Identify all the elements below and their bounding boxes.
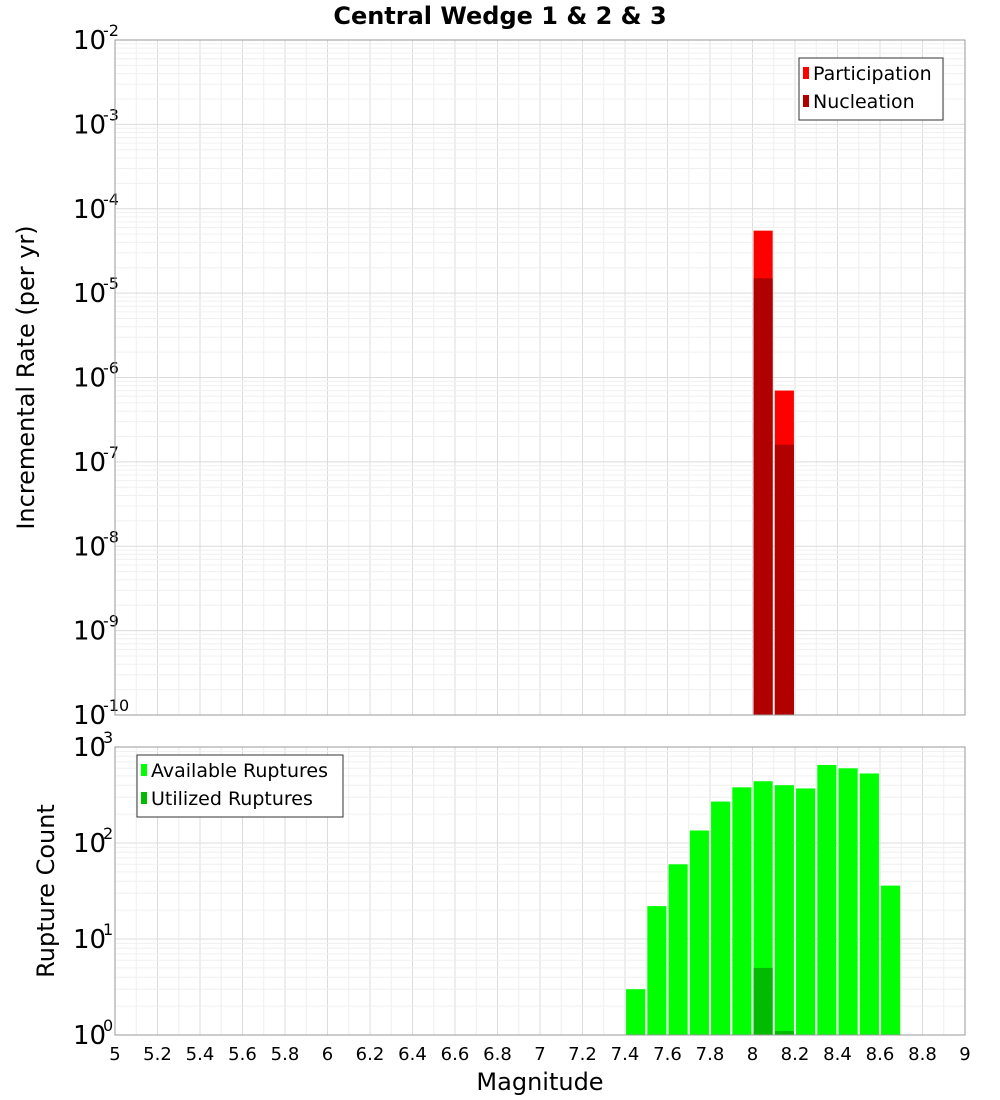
bottom-bar-available-ruptures	[796, 788, 816, 1035]
top-y-tick-exponent: -5	[103, 274, 119, 293]
top-y-tick-label: 10	[73, 279, 106, 309]
bottom-bar-available-ruptures	[859, 773, 879, 1035]
x-tick-label: 8.4	[823, 1044, 852, 1065]
top-plot-frame	[114, 39, 966, 716]
bottom-bar-utilized-ruptures	[753, 967, 773, 1035]
x-tick-label: 5.4	[186, 1044, 215, 1065]
top-grid	[114, 39, 966, 716]
x-tick-label: 6	[322, 1044, 333, 1065]
x-tick-label: 7.8	[696, 1044, 725, 1065]
bottom-y-tick-exponent: 1	[103, 920, 113, 939]
bottom-bar-available-ruptures	[626, 989, 646, 1035]
bottom-y-tick-label: 10	[73, 829, 106, 859]
x-tick-label: 5.2	[143, 1044, 172, 1065]
bottom-legend-swatch	[141, 764, 147, 776]
bottom-y-tick-exponent: 3	[103, 728, 113, 747]
top-y-axis-label: Incremental Rate (per yr)	[12, 225, 40, 529]
x-tick-label: 5.6	[228, 1044, 257, 1065]
top-y-tick-exponent: -9	[103, 612, 119, 631]
x-tick-label: 6.8	[483, 1044, 512, 1065]
top-y-tick-exponent: -10	[103, 696, 129, 715]
bottom-legend: Available Ruptures Utilized Ruptures	[136, 754, 344, 818]
bottom-y-tick-label: 10	[73, 925, 106, 955]
top-y-tick-label: 10	[73, 110, 106, 140]
bottom-bar-available-ruptures	[817, 764, 837, 1035]
top-y-tick-exponent: -7	[103, 443, 119, 462]
x-tick-label: 6.4	[398, 1044, 427, 1065]
top-y-tick-label: 10	[73, 617, 106, 647]
x-tick-label: 7.6	[653, 1044, 682, 1065]
bottom-y-tick-exponent: 0	[103, 1016, 113, 1035]
top-legend-swatch	[803, 67, 809, 79]
bottom-legend-label: Available Ruptures	[151, 760, 328, 782]
top-y-tick-label: 10	[73, 448, 106, 478]
top-legend-label: Nucleation	[813, 91, 915, 113]
bottom-bar-available-ruptures	[668, 864, 688, 1035]
top-y-tick-label: 10	[73, 195, 106, 225]
x-tick-label: 5	[109, 1044, 120, 1065]
top-bar-nucleation	[753, 278, 773, 715]
top-y-tick-exponent: -6	[103, 359, 119, 378]
bottom-bar-available-ruptures	[732, 787, 752, 1035]
bottom-bar-utilized-ruptures	[774, 1031, 794, 1035]
top-y-tick-exponent: -2	[103, 21, 119, 40]
x-tick-label: 8	[747, 1044, 758, 1065]
top-bar-nucleation	[774, 444, 794, 715]
bottom-legend-label: Utilized Ruptures	[151, 788, 313, 810]
x-tick-label: 7.4	[611, 1044, 640, 1065]
x-axis-label: Magnitude	[476, 1068, 603, 1096]
bottom-bar-available-ruptures	[711, 801, 731, 1035]
bottom-bar-available-ruptures	[689, 830, 709, 1035]
x-ticks: 5 5.2 5.4 5.6 5.8 6 6.2 6.4 6.6 6.8 7 7.2 7.4 7.6 7.8 8…	[109, 1044, 970, 1065]
bottom-plot-frame	[114, 746, 966, 1036]
top-y-tick-label: 10	[73, 532, 106, 562]
bottom-y-axis-label: Rupture Count	[32, 804, 60, 978]
bottom-bar-available-ruptures	[881, 885, 901, 1035]
chart-title: Central Wedge 1 & 2 & 3	[333, 2, 666, 30]
x-tick-label: 5.8	[271, 1044, 300, 1065]
top-legend-swatch	[803, 95, 809, 107]
top-y-tick-label: 10	[73, 364, 106, 394]
x-tick-label: 7.2	[568, 1044, 597, 1065]
bottom-bar-available-ruptures	[774, 785, 794, 1035]
bottom-y-tick-label: 10	[73, 1021, 106, 1051]
top-bars	[753, 230, 794, 715]
bottom-y-tick-exponent: 2	[103, 824, 113, 843]
bottom-legend-box	[136, 754, 344, 818]
top-legend: Participation Nucleation	[798, 57, 944, 121]
bottom-bar-available-ruptures	[838, 768, 858, 1035]
bottom-bar-available-ruptures	[647, 906, 667, 1035]
x-tick-label: 6.6	[441, 1044, 470, 1065]
x-tick-label: 8.2	[781, 1044, 810, 1065]
top-y-tick-label: 10	[73, 26, 106, 56]
top-y-tick-exponent: -8	[103, 527, 119, 546]
top-legend-box	[798, 57, 944, 121]
bottom-y-tick-label: 10	[73, 733, 106, 763]
x-tick-label: 9	[959, 1044, 970, 1065]
x-tick-label: 8.8	[908, 1044, 937, 1065]
bottom-legend-swatch	[141, 792, 147, 804]
bottom-bars	[626, 764, 901, 1035]
x-tick-label: 7	[534, 1044, 545, 1065]
x-tick-label: 8.6	[866, 1044, 895, 1065]
top-y-tick-exponent: -3	[103, 105, 119, 124]
top-y-tick-exponent: -4	[103, 190, 119, 209]
top-y-tick-label: 10	[73, 701, 106, 731]
top-legend-label: Participation	[813, 63, 932, 85]
x-tick-label: 6.2	[356, 1044, 385, 1065]
